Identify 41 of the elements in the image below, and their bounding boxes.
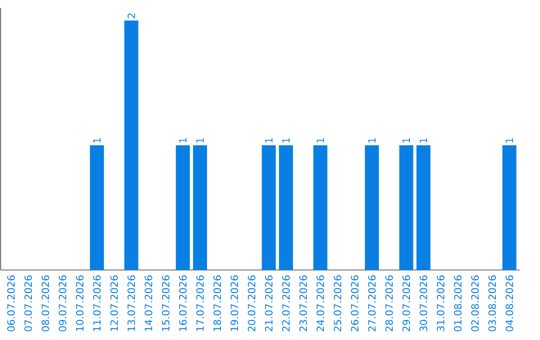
x-tick-label: 24.07.2026 (316, 275, 324, 332)
x-tick-label: 06.07.2026 (7, 275, 15, 332)
data-label: 1 (316, 138, 324, 143)
data-label: 1 (196, 138, 204, 143)
data-label: 2 (128, 14, 136, 18)
x-tick-label: 14.07.2026 (144, 275, 152, 331)
data-label: 1 (368, 138, 376, 143)
x-tick-label: 21.07.2026 (265, 275, 273, 332)
x-tick-label: 16.07.2026 (179, 275, 187, 331)
x-tick-label: 10.07.2026 (76, 275, 84, 331)
data-label: 1 (282, 138, 290, 143)
data-label: 1 (402, 138, 410, 143)
x-tick-label: 26.07.2026 (350, 275, 358, 332)
x-tick-label: 15.07.2026 (162, 275, 170, 331)
x-tick-label: 17.07.2026 (196, 275, 204, 331)
data-label: 1 (265, 138, 272, 143)
x-tick-label: 18.07.2026 (213, 275, 222, 331)
data-label: 1 (420, 138, 428, 143)
data-label: 1 (93, 138, 101, 143)
x-tick-label: 31.07.2026 (436, 275, 444, 332)
x-tick-label: 11.07.2026 (93, 275, 101, 331)
x-tick-label: 07.07.2026 (24, 275, 32, 332)
x-tick-label: 28.07.2026 (385, 275, 393, 332)
data-label: 1 (506, 138, 514, 143)
x-tick-label: 09.07.2026 (58, 275, 66, 332)
x-tick-label: 22.07.2026 (282, 275, 290, 332)
x-tick-label: 03.08.2026 (488, 275, 496, 332)
x-tick-label: 30.07.2026 (420, 275, 428, 332)
data-label: 1 (179, 138, 186, 143)
x-tick-label: 01.08.2026 (454, 275, 462, 332)
x-tick-label: 29.07.2026 (402, 275, 410, 332)
x-tick-label: 27.07.2026 (368, 275, 376, 332)
x-tick-label: 13.07.2026 (128, 275, 136, 331)
x-tick-label: 23.07.2026 (299, 275, 307, 332)
x-tick-label: 12.07.2026 (110, 275, 118, 331)
x-tick-label: 19.07.2026 (230, 275, 238, 331)
x-tick-label: 04.08.2026 (506, 275, 514, 332)
x-tick-label: 25.07.2026 (334, 275, 342, 332)
x-tick-label: 02.08.2026 (471, 275, 479, 332)
x-tick-label: 08.07.2026 (42, 275, 50, 332)
x-tick-label: 20.07.2026 (248, 275, 256, 332)
